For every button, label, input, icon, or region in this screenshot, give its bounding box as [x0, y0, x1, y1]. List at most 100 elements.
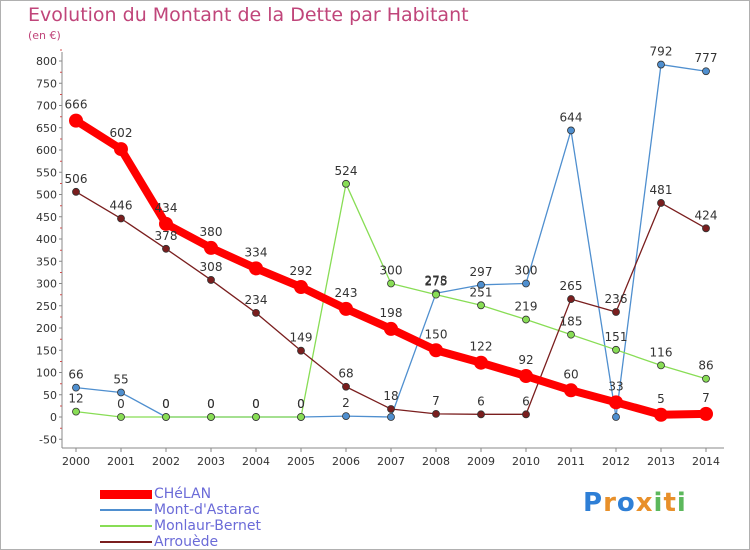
series-0-point	[69, 113, 83, 128]
series-0-data-label: 434	[155, 201, 178, 215]
series-0-data-label: 380	[200, 225, 223, 239]
logo-letter: r	[603, 488, 617, 518]
legend-swatch	[100, 525, 152, 527]
y-tick-label: 50	[43, 389, 57, 402]
series-1-data-label: 0	[297, 397, 305, 411]
y-tick-label: 500	[36, 189, 57, 202]
legend-label: Arrouède	[154, 534, 219, 550]
logo-letter: i	[676, 488, 687, 518]
series-2-data-label: 524	[335, 164, 358, 178]
y-tick-label: 750	[36, 77, 57, 90]
series-2-data-label: 0	[162, 397, 170, 411]
series-1-data-label: 0	[207, 397, 215, 411]
series-1-data-label: 0	[252, 397, 260, 411]
series-3-data-label: 265	[560, 279, 583, 293]
series-0-point	[114, 142, 128, 157]
legend-swatch	[100, 541, 152, 543]
series-3-data-label: 424	[695, 208, 718, 222]
series-3-data-label: 7	[432, 394, 440, 408]
series-1-point	[612, 413, 620, 421]
series-3-data-label: 236	[605, 292, 628, 306]
series-2-point	[432, 290, 440, 299]
series-3-data-label: 481	[650, 183, 673, 197]
series-1-point	[477, 280, 485, 289]
series-1-point	[567, 126, 575, 135]
series-0-data-label: 60	[563, 367, 578, 381]
series-3-data-label: 234	[245, 293, 268, 307]
y-tick-label: 450	[36, 211, 57, 224]
series-2-data-label: 0	[207, 397, 215, 411]
series-3-point	[117, 214, 125, 223]
series-2-data-label: 12	[68, 392, 83, 406]
series-2-point	[252, 413, 260, 421]
series-3-point	[297, 346, 305, 355]
series-3-data-label: 446	[110, 199, 133, 213]
y-tick-label: 800	[36, 55, 57, 68]
x-tick-label: 2011	[557, 455, 585, 468]
series-3-point	[387, 405, 395, 413]
series-1-data-label: 66	[68, 368, 83, 382]
x-tick-label: 2001	[107, 455, 135, 468]
series-3-data-label: 68	[338, 367, 353, 381]
x-tick-label: 2004	[242, 455, 270, 468]
chart-legend: CHéLAN Mont-d'Astarac Monlaur-Bernet Arrouè…	[100, 486, 261, 550]
series-1-data-label: 792	[650, 45, 673, 59]
series-1-data-label: 2	[342, 396, 350, 410]
x-tick-label: 2009	[467, 455, 495, 468]
series-3-point	[612, 308, 620, 316]
series-3-point	[432, 409, 440, 418]
series-2-point	[207, 413, 215, 421]
series-0-data-label: 92	[518, 353, 533, 367]
series-2-point	[522, 315, 530, 324]
x-tick-label: 2002	[152, 455, 180, 468]
legend-item: Monlaur-Bernet	[100, 518, 261, 534]
series-1-point	[522, 279, 530, 288]
series-2-point	[477, 301, 485, 310]
y-tick-label: 350	[36, 255, 57, 268]
x-tick-label: 2000	[62, 455, 90, 468]
x-tick-label: 2014	[692, 455, 720, 468]
series-2-data-label: 251	[470, 285, 493, 299]
series-0-point	[699, 406, 713, 421]
series-1-point	[72, 383, 80, 392]
y-tick-label: 300	[36, 278, 57, 291]
series-2-data-label: 219	[515, 300, 538, 314]
series-0-point	[294, 280, 308, 295]
series-2-point	[657, 361, 665, 370]
series-2-data-label: 0	[117, 397, 125, 411]
series-0-point	[339, 301, 353, 316]
series-0-data-label: 292	[290, 264, 313, 278]
series-2-data-label: 0	[252, 397, 260, 411]
series-3-data-label: 6	[477, 394, 485, 408]
y-tick-label: -50	[39, 433, 57, 446]
series-0-point	[474, 355, 488, 370]
series-3-data-label: 18	[383, 389, 398, 403]
series-1-point	[117, 388, 125, 397]
series-2-point	[342, 179, 350, 188]
series-3-data-label: 149	[290, 331, 313, 345]
series-0-point	[249, 261, 263, 276]
series-0-point	[519, 369, 533, 384]
chart-series	[69, 60, 713, 422]
series-1-data-label: 278	[425, 273, 448, 287]
series-3-point	[657, 199, 665, 207]
series-2-point	[72, 407, 80, 416]
proxiti-logo: Proxiti	[583, 488, 687, 518]
series-1-data-label: 777	[695, 51, 718, 65]
series-1-data-label: 297	[470, 265, 493, 279]
series-2-point	[387, 279, 395, 288]
x-tick-label: 2012	[602, 455, 630, 468]
series-1-data-label: 644	[560, 110, 583, 124]
logo-letter: P	[583, 488, 604, 518]
series-1-point	[657, 60, 665, 69]
series-0-data-label: 5	[657, 392, 665, 406]
x-tick-label: 2005	[287, 455, 315, 468]
series-0-point	[654, 407, 668, 422]
series-1-data-label: 55	[113, 373, 128, 387]
y-tick-label: 400	[36, 233, 57, 246]
x-tick-label: 2013	[647, 455, 675, 468]
series-3-point	[522, 410, 530, 419]
series-0-data-label: 198	[380, 306, 403, 320]
legend-label: Monlaur-Bernet	[154, 518, 261, 534]
